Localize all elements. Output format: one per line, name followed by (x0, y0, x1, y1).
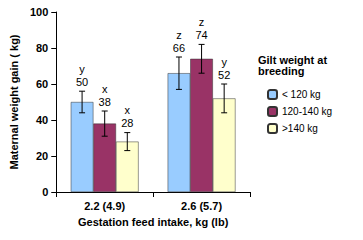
svg-text:120-140 kg: 120-140 kg (282, 106, 332, 117)
svg-text:60: 60 (36, 78, 48, 90)
svg-text:y: y (79, 63, 85, 75)
svg-text:Gilt weight at: Gilt weight at (258, 53, 331, 66)
svg-text:z: z (176, 29, 182, 41)
svg-text:0: 0 (42, 186, 48, 198)
svg-text:y: y (221, 56, 227, 68)
svg-text:80: 80 (36, 42, 48, 54)
svg-text:20: 20 (36, 150, 48, 162)
svg-text:38: 38 (99, 96, 111, 108)
svg-text:breeding: breeding (258, 65, 304, 77)
svg-text:x: x (125, 104, 131, 116)
svg-text:52: 52 (218, 69, 230, 81)
svg-text:Gestation feed intake, kg (lb): Gestation feed intake, kg (lb) (78, 216, 229, 228)
svg-text:100: 100 (30, 6, 48, 18)
svg-text:40: 40 (36, 114, 48, 126)
svg-text:28: 28 (121, 117, 133, 129)
svg-text:x: x (102, 83, 108, 95)
svg-text:74: 74 (195, 29, 207, 41)
svg-text:Maternal weight gain ( kg): Maternal weight gain ( kg) (8, 34, 20, 169)
svg-text:2.2 (4.9): 2.2 (4.9) (84, 200, 125, 212)
svg-text:50: 50 (76, 76, 88, 88)
svg-text:z: z (199, 16, 205, 28)
svg-text:2.6 (5.7): 2.6 (5.7) (181, 200, 222, 212)
svg-text:>140 kg: >140 kg (282, 123, 318, 134)
svg-text:< 120 kg: < 120 kg (282, 89, 321, 100)
svg-text:66: 66 (173, 42, 185, 54)
